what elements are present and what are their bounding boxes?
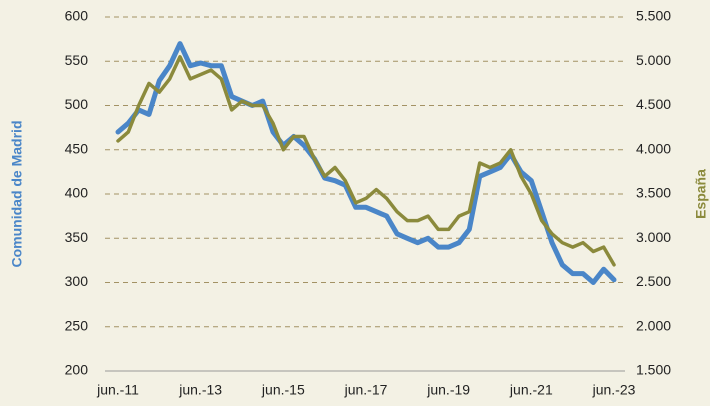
- y-tick-label: 350: [65, 229, 89, 245]
- y-tick-label: 200: [65, 362, 89, 378]
- y2-tick-label: 2.000: [636, 317, 671, 333]
- data-line: [115, 41, 617, 285]
- y-tick-label: 600: [65, 8, 89, 24]
- y2-tick-label: 3.000: [636, 229, 671, 245]
- y-tick-label: 400: [65, 185, 89, 201]
- y-tick-label: 450: [65, 140, 89, 156]
- x-tick-label: jun.-19: [426, 382, 470, 398]
- y-axis-title: Comunidad de Madrid: [9, 121, 25, 268]
- x-tick-label: jun.-11: [96, 382, 139, 398]
- x-tick-label: jun.-21: [509, 382, 553, 398]
- x-tick-label: jun.-23: [592, 382, 636, 398]
- x-tick-label: jun.-13: [178, 382, 222, 398]
- x-tick-label: jun.-15: [261, 382, 305, 398]
- y2-tick-label: 4.000: [636, 140, 671, 156]
- y-tick-label: 500: [65, 96, 89, 112]
- y2-tick-label: 1.500: [636, 362, 671, 378]
- y2-tick-label: 5.500: [636, 8, 671, 24]
- y2-tick-label: 2.500: [636, 273, 671, 289]
- x-tick-label: jun.-17: [344, 382, 388, 398]
- y-tick-label: 250: [65, 317, 89, 333]
- y-tick-label: 550: [65, 52, 89, 68]
- y2-tick-label: 3.500: [636, 185, 671, 201]
- data-line: [116, 55, 616, 267]
- y-tick-label: 300: [65, 273, 89, 289]
- y2-axis-title: España: [693, 169, 709, 219]
- y2-tick-label: 5.000: [636, 52, 671, 68]
- y2-tick-label: 4.500: [636, 96, 671, 112]
